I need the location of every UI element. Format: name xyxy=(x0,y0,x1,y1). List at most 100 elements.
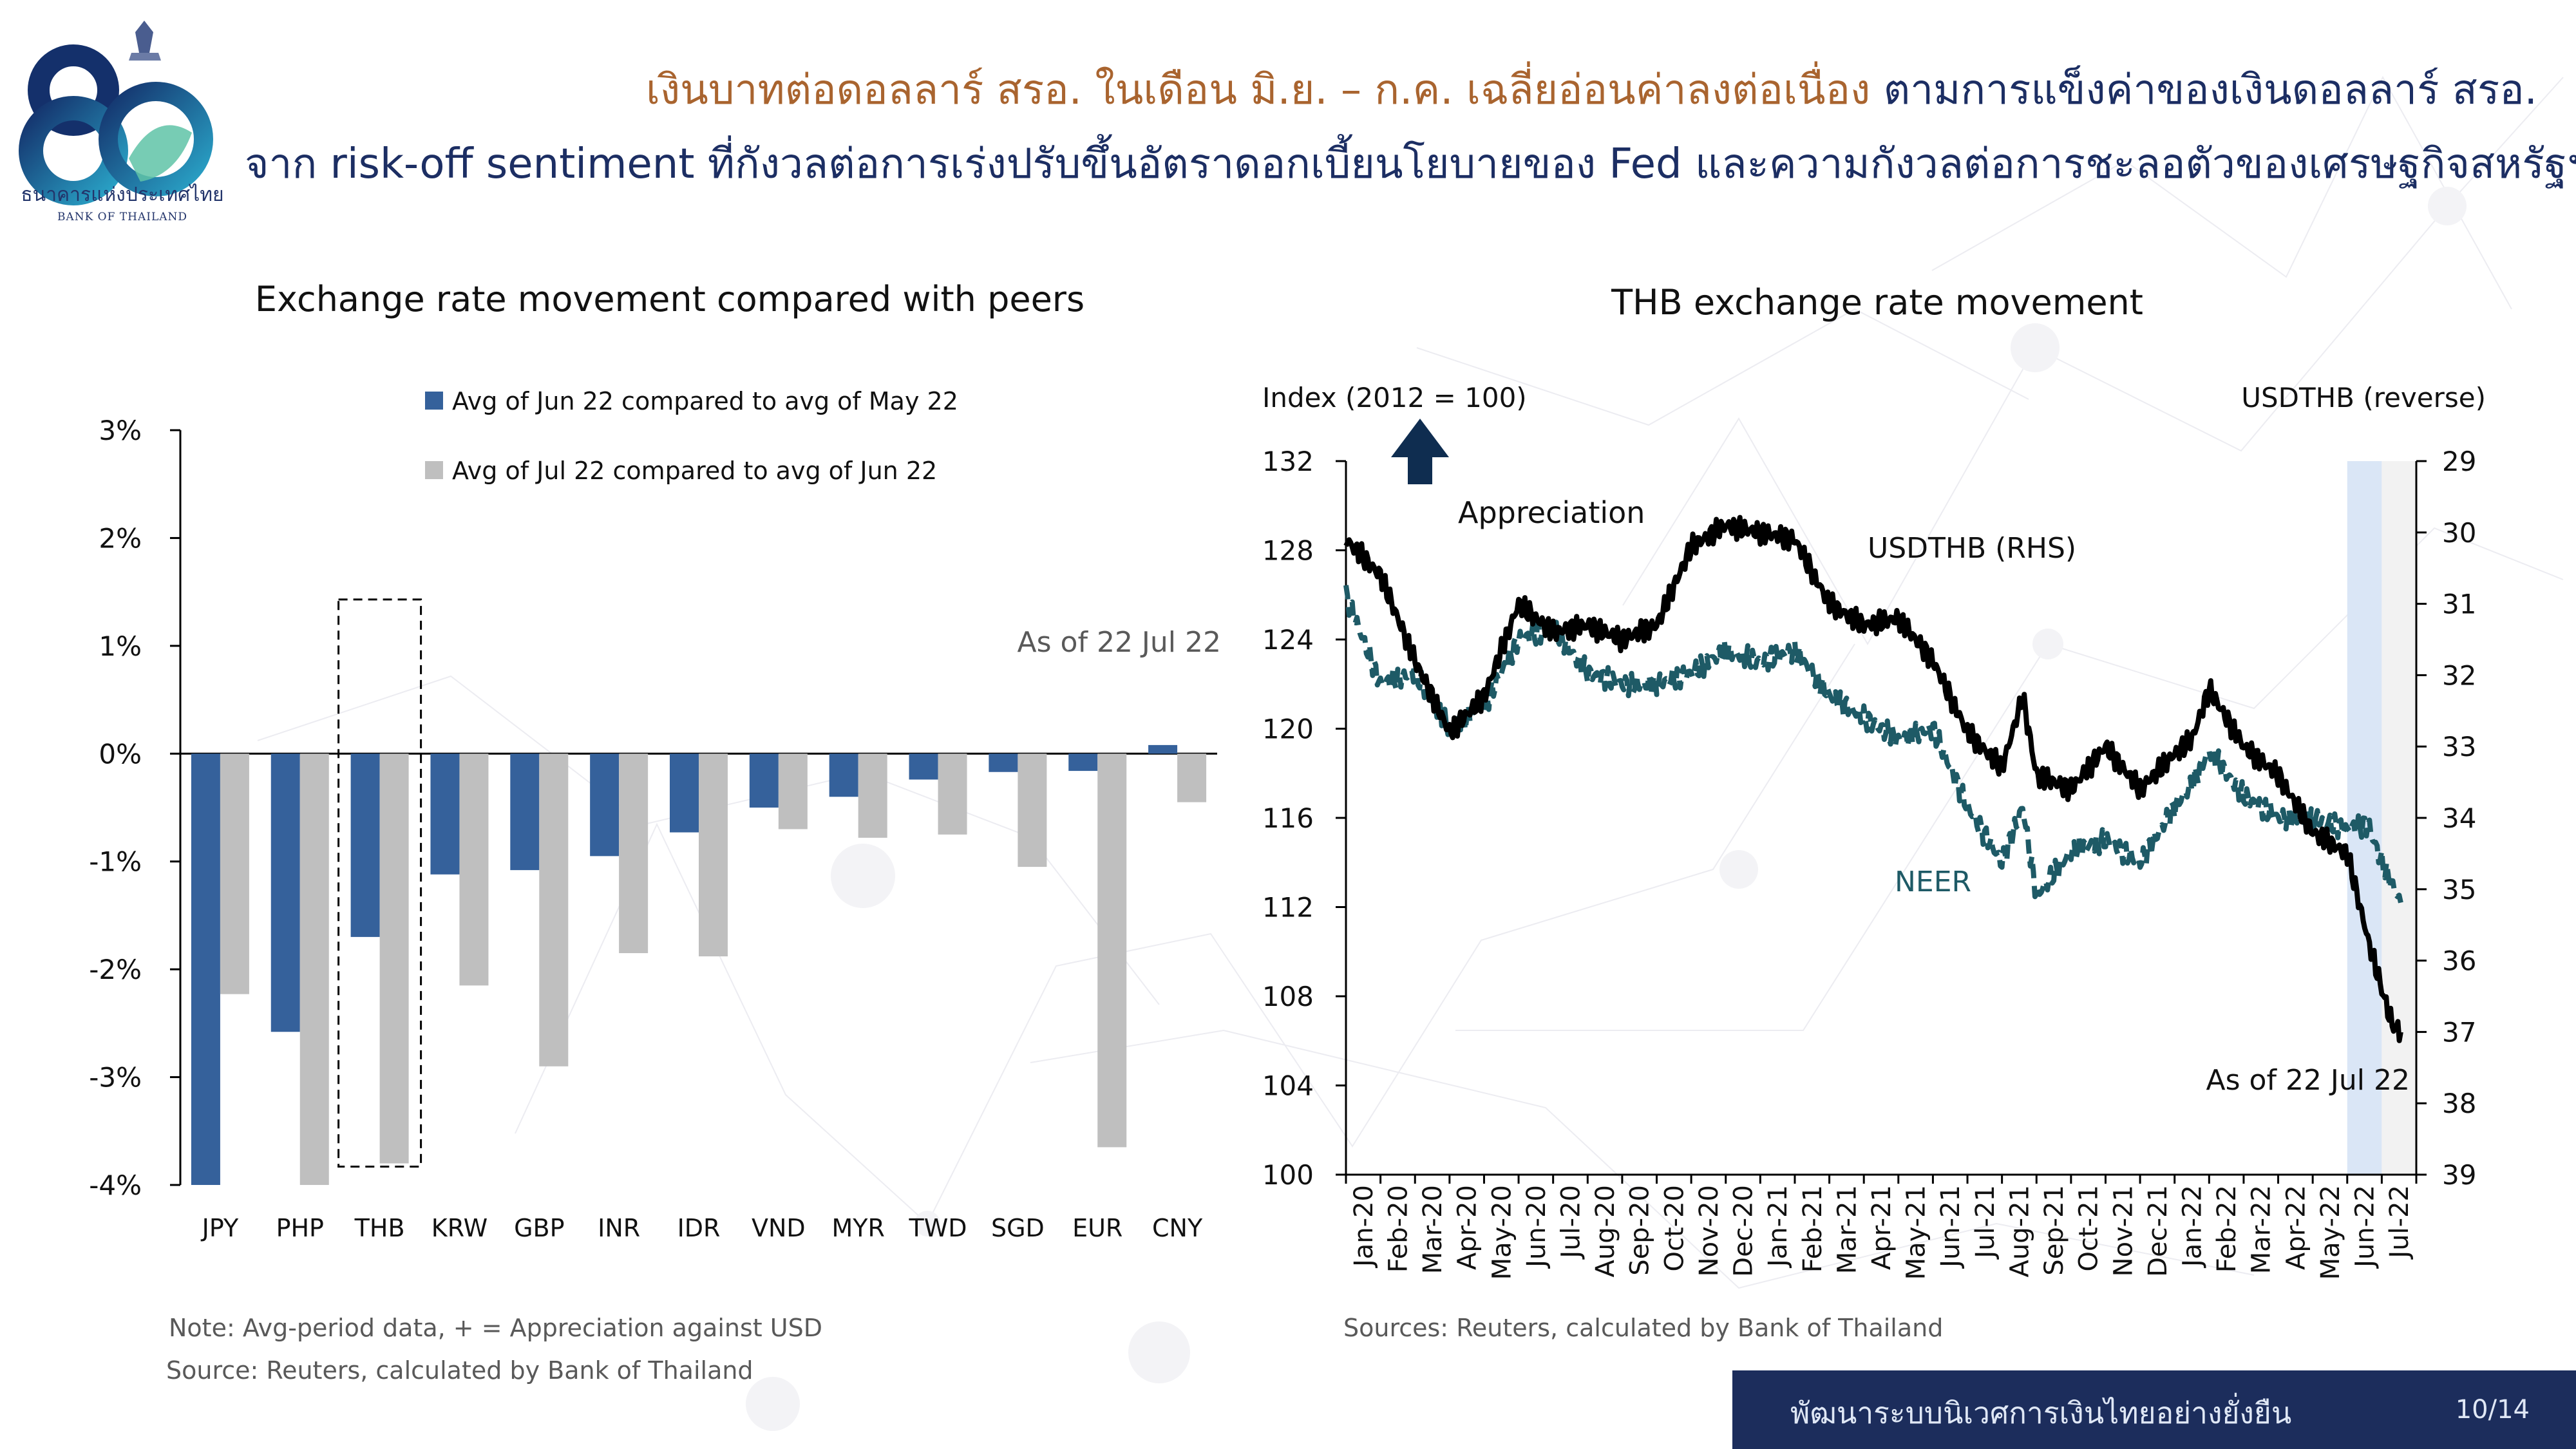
bar-chart-as-of-label: As of 22 Jul 22 xyxy=(1018,626,1221,659)
footer-slogan: พัฒนาระบบนิเวศการเงินไทยอย่างยั่งยืน xyxy=(1790,1396,2292,1430)
line-chart-as-of-label: As of 22 Jul 22 xyxy=(2206,1064,2410,1097)
bar-sgd-jul xyxy=(1018,753,1047,867)
x-tick-label: Apr-21 xyxy=(1867,1185,1897,1270)
neer-line xyxy=(1343,585,2403,904)
right-y-tick-label: 31 xyxy=(2442,589,2476,620)
right-axis-label: USDTHB (reverse) xyxy=(2241,382,2486,413)
bar-thb-jul xyxy=(379,753,409,1164)
bar-php-jul xyxy=(299,753,329,1185)
x-tick-label: Jun-20 xyxy=(1522,1185,1551,1269)
bar-vnd-jun xyxy=(749,753,779,808)
left-y-tick-label: 124 xyxy=(1262,624,1314,656)
x-tick-label: May-22 xyxy=(2316,1185,2345,1280)
bar-jpy-jul xyxy=(220,753,249,994)
left-y-tick-label: 104 xyxy=(1262,1070,1314,1102)
x-tick-label: Dec-21 xyxy=(2143,1185,2173,1277)
bar-php-jun xyxy=(270,753,300,1032)
bar-category-label: PHP xyxy=(276,1214,324,1242)
left-chart-source: Source: Reuters, calculated by Bank of T… xyxy=(166,1356,753,1385)
x-tick-label: Jan-20 xyxy=(1349,1185,1379,1269)
logo-caption: ธนาคารแห่งประเทศไทย BANK OF THAILAND xyxy=(19,184,225,228)
legend-label-jun: Avg of Jun 22 compared to avg of May 22 xyxy=(452,387,958,415)
bar-krw-jun xyxy=(430,753,460,875)
x-tick-label: Aug-21 xyxy=(2005,1185,2034,1277)
usdthb-series-label: USDTHB (RHS) xyxy=(1868,532,2076,565)
legend-swatch-jul xyxy=(425,461,443,479)
x-tick-label: Feb-21 xyxy=(1798,1185,1828,1273)
bar-category-label: SGD xyxy=(991,1214,1045,1242)
x-tick-label: Mar-20 xyxy=(1418,1185,1448,1274)
left-y-tick-label: 112 xyxy=(1262,892,1314,923)
headline-line-2: จาก risk-off sentiment ที่กังวลต่อการเร่… xyxy=(245,140,2576,188)
right-y-tick-label: 37 xyxy=(2442,1016,2476,1048)
bar-category-label: IDR xyxy=(677,1214,721,1242)
bar-eur-jul xyxy=(1097,753,1127,1148)
x-tick-label: Sep-21 xyxy=(2040,1185,2069,1276)
left-y-tick-label: 128 xyxy=(1262,535,1314,567)
x-tick-label: Jul-21 xyxy=(1971,1185,2000,1260)
bar-category-label: EUR xyxy=(1072,1214,1122,1242)
x-tick-label: Mar-22 xyxy=(2247,1185,2277,1274)
footer-bar: พัฒนาระบบนิเวศการเงินไทยอย่างยั่งยืน 10/… xyxy=(1732,1370,2576,1449)
bar-y-tick-label: -4% xyxy=(89,1170,142,1201)
x-tick-label: Feb-20 xyxy=(1383,1185,1413,1273)
bar-category-label: KRW xyxy=(431,1214,488,1242)
headline-accent-text: เงินบาทต่อดอลลาร์ สรอ. ในเดือน มิ.ย. – ก… xyxy=(646,66,1871,114)
bar-category-label: GBP xyxy=(514,1214,564,1242)
bar-y-tick-label: -3% xyxy=(89,1062,142,1094)
bar-category-label: CNY xyxy=(1152,1214,1203,1242)
x-tick-label: Jan-22 xyxy=(2178,1185,2208,1269)
left-y-tick-label: 132 xyxy=(1262,446,1314,477)
usdthb-line xyxy=(1343,515,2403,1043)
legend-swatch-jun xyxy=(425,392,443,410)
thb-highlight-box xyxy=(337,598,422,1168)
bar-gbp-jun xyxy=(510,753,540,871)
bar-twd-jun xyxy=(909,753,938,780)
right-y-tick-label: 34 xyxy=(2442,802,2476,834)
x-tick-label: Jun-22 xyxy=(2351,1185,2380,1269)
x-tick-label: Sep-20 xyxy=(1625,1185,1655,1276)
bar-category-label: MYR xyxy=(831,1214,884,1242)
x-tick-label: Oct-21 xyxy=(2074,1185,2104,1272)
bar-vnd-jul xyxy=(778,753,808,829)
right-y-tick-label: 38 xyxy=(2442,1088,2476,1119)
bar-y-tick-label: 3% xyxy=(99,415,142,446)
right-y-tick-label: 30 xyxy=(2442,517,2476,549)
bar-inr-jun xyxy=(590,753,620,857)
shaded-period-jul-22 xyxy=(2382,461,2416,1175)
bot-80-logo xyxy=(19,21,213,205)
bar-myr-jul xyxy=(858,753,887,838)
bar-category-label: THB xyxy=(354,1214,405,1242)
x-tick-label: Mar-21 xyxy=(1832,1185,1862,1274)
left-y-tick-label: 108 xyxy=(1262,981,1314,1012)
line-chart-title: THB exchange rate movement xyxy=(1611,282,2143,323)
emblem-icon xyxy=(129,21,161,61)
bar-jpy-jun xyxy=(191,753,220,1185)
bar-y-tick-label: 2% xyxy=(99,522,142,554)
x-tick-label: Jul-20 xyxy=(1556,1185,1586,1260)
headline-line-1: เงินบาทต่อดอลลาร์ สรอ. ในเดือน มิ.ย. – ก… xyxy=(245,64,2537,116)
appreciation-arrow-icon xyxy=(1391,419,1449,484)
bar-idr-jul xyxy=(699,753,728,957)
legend-label-jul: Avg of Jul 22 compared to avg of Jun 22 xyxy=(452,457,937,485)
bar-sgd-jun xyxy=(989,753,1018,772)
bar-category-label: JPY xyxy=(201,1214,239,1242)
right-y-tick-label: 33 xyxy=(2442,731,2476,762)
right-y-tick-label: 35 xyxy=(2442,874,2476,905)
headline-rest-text: ตามการแข็งค่าของเงินดอลลาร์ สรอ. xyxy=(1883,66,2537,114)
bar-y-tick-label: 1% xyxy=(99,630,142,662)
logo-org-english: BANK OF THAILAND xyxy=(57,211,188,223)
x-tick-label: Aug-20 xyxy=(1591,1185,1620,1277)
x-tick-label: Feb-22 xyxy=(2212,1185,2242,1273)
bar-category-label: TWD xyxy=(909,1214,967,1242)
bar-y-tick-label: -2% xyxy=(89,954,142,985)
x-tick-label: Jul-22 xyxy=(2385,1185,2414,1260)
right-y-tick-label: 36 xyxy=(2442,945,2476,977)
left-y-tick-label: 116 xyxy=(1262,802,1314,834)
bar-y-tick-label: -1% xyxy=(89,846,142,878)
x-tick-label: Apr-22 xyxy=(2281,1185,2311,1270)
bar-thb-jun xyxy=(350,753,380,937)
